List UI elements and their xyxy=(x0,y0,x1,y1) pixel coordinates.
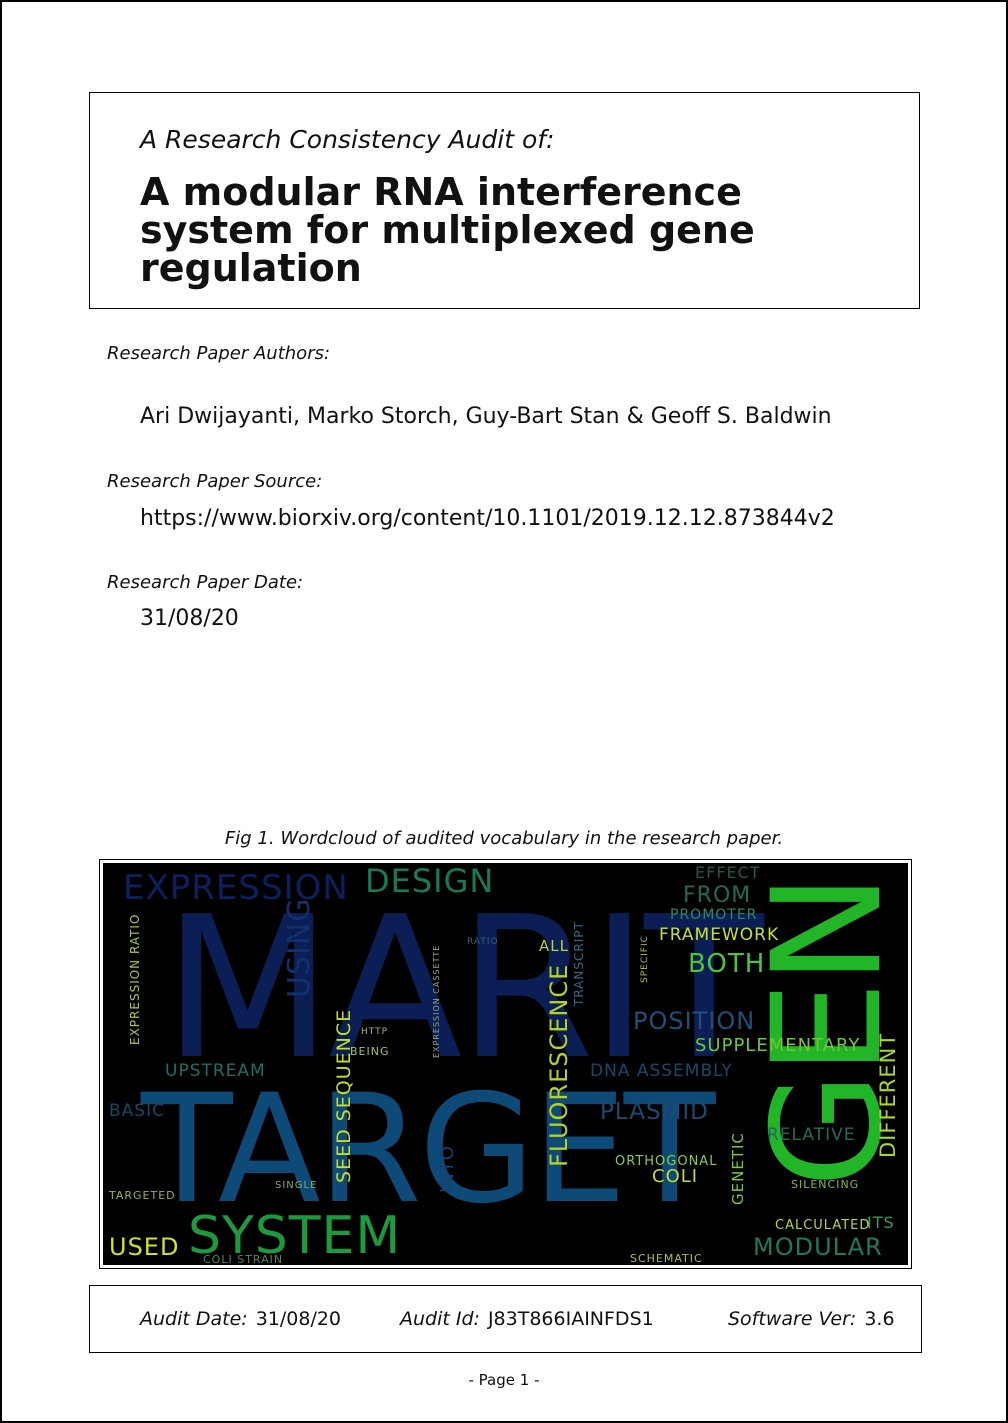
cloud-word: DESIGN xyxy=(365,863,495,900)
software-version-label: Software Ver: xyxy=(728,1308,857,1330)
cloud-word: DIFFERENT xyxy=(876,1032,900,1158)
cloud-word: UPSTREAM xyxy=(165,1061,266,1081)
figure-caption: Fig 1. Wordcloud of audited vocabulary i… xyxy=(224,828,784,849)
cloud-word: ORTHOGONAL xyxy=(615,1154,718,1169)
audit-subtitle: A Research Consistency Audit of: xyxy=(140,125,555,154)
cloud-word: ALL xyxy=(539,937,569,955)
title-box: A Research Consistency Audit of: A modul… xyxy=(89,92,920,309)
paper-title: A modular RNA interference system for mu… xyxy=(140,170,755,290)
date-value: 31/08/20 xyxy=(140,606,239,631)
cloud-word: EXPRESSION CASSETTE xyxy=(432,944,441,1058)
cloud-word: EXPRESSION RATIO xyxy=(128,913,142,1045)
cloud-word: SINGLE xyxy=(275,1180,318,1191)
cloud-word: EFFECT xyxy=(695,863,761,882)
source-value: https://www.biorxiv.org/content/10.1101/… xyxy=(140,506,835,531)
cloud-word: ITS xyxy=(867,1213,895,1232)
cloud-word: PROMOTER xyxy=(670,907,758,923)
cloud-word: BEING xyxy=(350,1045,390,1058)
audit-date: Audit Date: 31/08/20 xyxy=(140,1308,341,1330)
cloud-word: SPECIFIC xyxy=(640,935,650,983)
page-number: - Page 1 - xyxy=(468,1371,540,1389)
authors-value: Ari Dwijayanti, Marko Storch, Guy-Bart S… xyxy=(140,404,832,429)
cloud-word: BASIC xyxy=(109,1101,165,1121)
cloud-word: FRAMEWORK xyxy=(659,925,780,945)
cloud-word: CALCULATED xyxy=(775,1218,871,1233)
wordcloud-frame: MARIT TARGET GENE SYSTEM EXPRESSION DESI… xyxy=(99,859,912,1269)
authors-label: Research Paper Authors: xyxy=(107,343,331,364)
cloud-word: TARGET xyxy=(141,1063,715,1237)
software-version-value: 3.6 xyxy=(864,1308,895,1330)
cloud-word: RATIO xyxy=(467,937,499,947)
cloud-word: HTTP xyxy=(361,1027,389,1037)
cloud-word: USING xyxy=(282,897,317,998)
cloud-word: COLI STRAIN xyxy=(203,1253,284,1265)
cloud-word: FLUORESCENCE xyxy=(545,963,573,1167)
cloud-word: GENETIC xyxy=(729,1132,747,1205)
cloud-word: TRANSCRIPT xyxy=(572,921,586,1006)
date-label: Research Paper Date: xyxy=(107,572,304,593)
software-version: Software Ver: 3.6 xyxy=(728,1308,895,1330)
audit-id: Audit Id: J83T866IAINFDS1 xyxy=(400,1308,654,1330)
cloud-word: MARIT xyxy=(163,875,764,1103)
cloud-word: INTO xyxy=(437,1145,458,1193)
audit-date-label: Audit Date: xyxy=(140,1308,248,1330)
cloud-word: FROM xyxy=(683,883,752,908)
audit-date-value: 31/08/20 xyxy=(255,1308,342,1330)
cloud-word: DNA ASSEMBLY xyxy=(590,1061,733,1081)
cloud-word: PLASMID xyxy=(600,1099,709,1125)
cloud-word: BOTH xyxy=(688,949,766,979)
cloud-word: USED xyxy=(109,1233,180,1261)
cloud-word: SYSTEM xyxy=(188,1206,402,1265)
cloud-word: POSITION xyxy=(633,1007,756,1035)
cloud-word: TARGETED xyxy=(109,1189,176,1202)
cloud-word: MODULAR xyxy=(753,1233,883,1261)
cloud-word: SILENCING xyxy=(791,1178,860,1191)
cloud-word: SEED SEQUENCE xyxy=(333,1008,355,1183)
cloud-word: EXPRESSION xyxy=(123,868,349,908)
audit-id-value: J83T866IAINFDS1 xyxy=(487,1308,654,1330)
source-label: Research Paper Source: xyxy=(107,471,323,492)
wordcloud: MARIT TARGET GENE SYSTEM EXPRESSION DESI… xyxy=(103,863,908,1265)
audit-footer: Audit Date: 31/08/20 Audit Id: J83T866IAIN… xyxy=(89,1285,922,1353)
cloud-word: COLI xyxy=(652,1166,699,1187)
cloud-word: SUPPLEMENTARY xyxy=(695,1035,861,1056)
audit-id-label: Audit Id: xyxy=(400,1308,480,1330)
cloud-word: RELATIVE xyxy=(767,1125,856,1145)
cloud-word: SCHEMATIC xyxy=(630,1252,703,1265)
